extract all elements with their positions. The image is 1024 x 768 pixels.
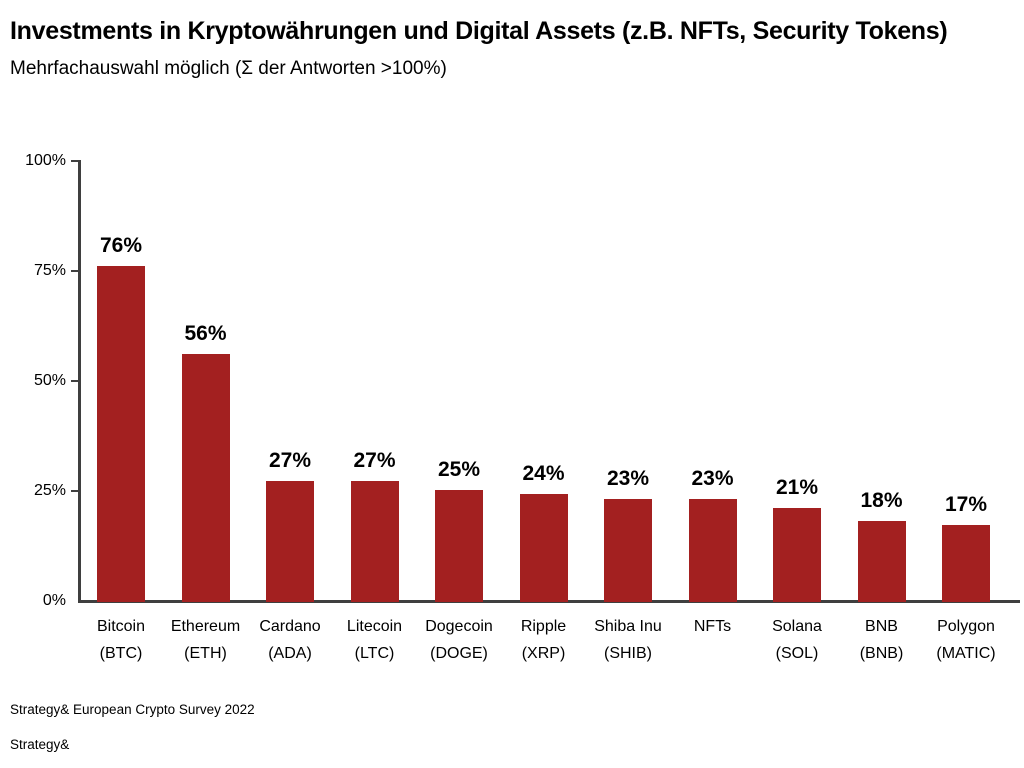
footer-source: Strategy& European Crypto Survey 2022 xyxy=(10,702,255,717)
bar-dogecoin xyxy=(435,490,483,602)
bar-value-label: 56% xyxy=(184,321,227,345)
bar-value-label: 76% xyxy=(99,233,143,257)
bar-nfts xyxy=(688,498,737,602)
bar-value-label: 18% xyxy=(860,488,903,512)
bar-value-label: 27% xyxy=(268,449,312,473)
y-tick-label: 0% xyxy=(42,592,66,609)
y-axis-line xyxy=(78,160,81,603)
bar-ripple xyxy=(519,494,568,602)
bar-bnb xyxy=(857,520,906,602)
bar-value-label: 27% xyxy=(353,449,396,473)
y-tick-label: 100% xyxy=(25,151,66,169)
y-tick-label: 75% xyxy=(33,262,66,279)
x-category-label: Polygon (MATIC) xyxy=(936,618,996,662)
footer-brand: Strategy& xyxy=(10,737,70,752)
bar-value-label: 21% xyxy=(775,475,819,499)
bar-shiba-inu xyxy=(604,498,652,602)
bar-value-label: 24% xyxy=(522,462,565,486)
x-category-label: Shiba Inu (SHIB) xyxy=(594,618,662,662)
y-tick-label: 50% xyxy=(33,372,66,389)
x-category-label: NFTs xyxy=(693,618,732,635)
bar-value-label: 25% xyxy=(437,458,481,481)
chart-title: Investments in Kryptowährungen und Digit… xyxy=(10,17,948,45)
bar-litecoin xyxy=(350,481,399,602)
x-category-label: Ethereum (ETH) xyxy=(170,618,241,662)
bar-bitcoin xyxy=(97,265,145,602)
bar-value-label: 23% xyxy=(691,466,734,490)
bar-value-label: 23% xyxy=(606,466,650,490)
x-category-label: Ripple (XRP) xyxy=(520,618,567,662)
x-category-label: Solana (SOL) xyxy=(772,618,822,662)
x-category-label: Litecoin (LTC) xyxy=(346,618,403,662)
x-category-label: Dogecoin (DOGE) xyxy=(425,618,493,662)
y-tick-label: 25% xyxy=(33,482,66,499)
bar-solana xyxy=(773,507,821,602)
x-category-label: BNB (BNB) xyxy=(859,618,904,662)
bar-cardano xyxy=(266,481,314,602)
x-category-label: Cardano (ADA) xyxy=(259,618,321,662)
y-axis-tick xyxy=(71,270,78,272)
x-category-label: Bitcoin (BTC) xyxy=(96,618,146,662)
bar-ethereum xyxy=(181,353,230,602)
y-axis-tick xyxy=(71,490,78,492)
bar-chart: 0% 25% 50% 75% 100% 76% Bitcoin (BTC) 56% Ethere… xyxy=(0,150,1024,690)
y-axis-tick xyxy=(71,380,78,382)
chart-subtitle: Mehrfachauswahl möglich (Σ der Antworten… xyxy=(10,58,447,79)
y-axis-tick xyxy=(71,160,78,162)
bar-polygon xyxy=(942,525,990,602)
bar-value-label: 17% xyxy=(944,493,988,517)
